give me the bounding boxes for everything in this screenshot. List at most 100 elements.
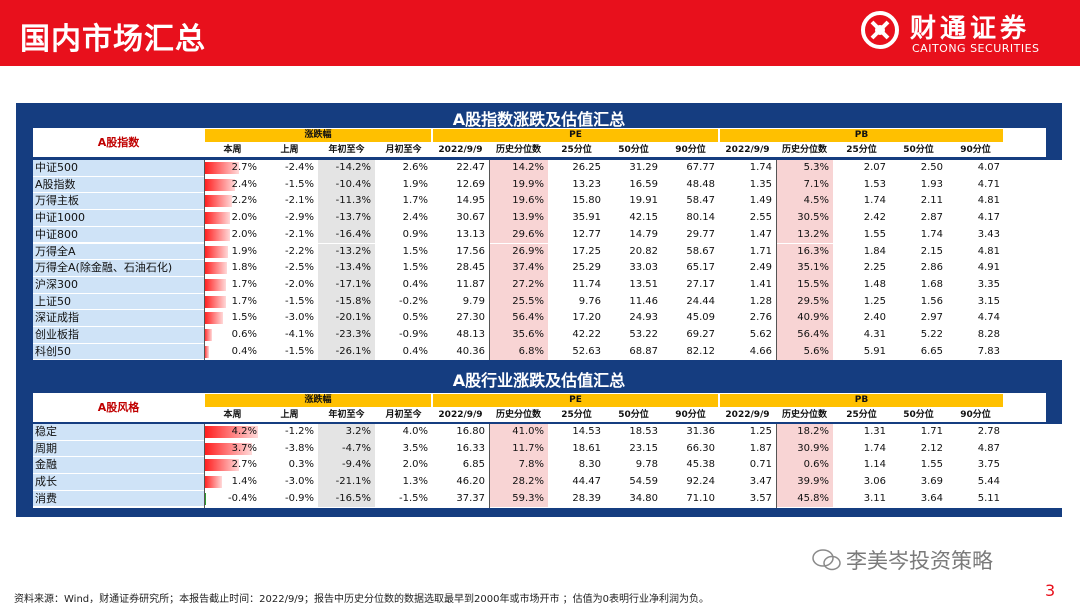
weekly-change-bar xyxy=(204,278,226,291)
table-cell: 11.87 xyxy=(456,278,485,290)
group-header-change: 涨跌幅 xyxy=(205,394,431,407)
table-cell: 3.35 xyxy=(977,278,1000,290)
table-cell: 39.9% xyxy=(776,474,833,491)
table-cell: 1.41 xyxy=(749,278,772,290)
table-cell: 3.64 xyxy=(920,492,943,504)
row-name: 金融 xyxy=(33,457,204,475)
table-cell: 2.6% xyxy=(402,162,428,173)
table-cell: 1.28 xyxy=(749,295,772,307)
table-cell: 12.69 xyxy=(456,178,485,190)
table-cell: 2.42 xyxy=(863,212,886,224)
table-cell: 3.57 xyxy=(749,492,772,504)
table-row: 消费 -0.4% -0.9% -16.5% -1.5% 37.37 59.3% 28.39 34… xyxy=(33,490,1062,508)
table-cell: 3.2% xyxy=(318,424,375,441)
table-cell: -2.0% xyxy=(284,278,314,290)
column-header: 90分位 xyxy=(675,145,706,155)
group-header-pb: PB xyxy=(720,129,1003,142)
table-cell: 4.5% xyxy=(776,193,833,211)
table-cell: 1.9% xyxy=(231,245,257,257)
column-divider xyxy=(776,424,777,508)
table-cell: 3.69 xyxy=(920,476,943,488)
table-cell: 24.93 xyxy=(629,312,658,324)
weekly-change-bar xyxy=(204,492,206,505)
table-cell: 45.38 xyxy=(686,459,715,471)
table-cell: 28.45 xyxy=(456,262,485,274)
table-cell: 1.55 xyxy=(920,459,943,471)
table-cell: 2.4% xyxy=(402,212,428,224)
row-name: 成长 xyxy=(33,474,204,491)
table-cell: 3.75 xyxy=(977,459,1000,471)
column-header: 50分位 xyxy=(618,410,649,420)
table-cell: 1.47 xyxy=(749,228,772,240)
table-cell: 0.4% xyxy=(231,345,257,357)
table-row: 深证成指 1.5% -3.0% -20.1% 0.5% 27.30 56.4% 17.20 24… xyxy=(33,310,1062,327)
group-header-pe: PE xyxy=(433,394,718,407)
column-header: 上周 xyxy=(280,410,299,420)
brand-name-en: CAITONG SECURITIES xyxy=(912,42,1040,55)
table-cell: 1.74 xyxy=(863,195,886,207)
table-cell: 4.71 xyxy=(977,178,1000,190)
table-cell: 7.8% xyxy=(489,457,548,475)
table-cell: 4.07 xyxy=(977,162,1000,173)
table-row: 沪深300 1.7% -2.0% -17.1% 0.4% 11.87 27.2% 11.74 1… xyxy=(33,276,1062,294)
table-cell: 1.93 xyxy=(920,178,943,190)
weekly-change-bar xyxy=(204,212,230,225)
table-cell: 2.0% xyxy=(231,228,257,240)
column-divider xyxy=(776,160,777,361)
table-cell: -1.5% xyxy=(284,295,314,307)
table-cell: 1.14 xyxy=(863,459,886,471)
table-cell: 0.71 xyxy=(749,459,772,471)
table-cell: 4.0% xyxy=(402,426,428,437)
table-cell: -0.9% xyxy=(284,492,314,504)
table-cell: 2.50 xyxy=(920,162,943,173)
table-cell: 37.4% xyxy=(489,260,548,277)
column-header: 月初至今 xyxy=(385,410,422,420)
table-cell: 5.6% xyxy=(776,343,833,361)
table-cell: -13.2% xyxy=(318,243,375,261)
table-cell: 1.5% xyxy=(402,245,428,257)
table-cell: -2.1% xyxy=(284,195,314,207)
table-cell: 3.47 xyxy=(749,476,772,488)
table-cell: 5.44 xyxy=(977,476,1000,488)
table-cell: 3.5% xyxy=(402,442,428,454)
table-cell: 1.74 xyxy=(863,442,886,454)
table-cell: -4.1% xyxy=(284,329,314,340)
row-name: 深证成指 xyxy=(33,310,204,327)
table-cell: 2.7% xyxy=(231,162,257,173)
table-cell: 65.17 xyxy=(686,262,715,274)
table-cell: 1.7% xyxy=(402,195,428,207)
table-cell: 14.79 xyxy=(629,228,658,240)
column-divider xyxy=(489,424,490,508)
column-header: 2022/9/9 xyxy=(725,145,770,155)
table-cell: 2.7% xyxy=(231,459,257,471)
table-cell: 16.80 xyxy=(456,426,485,437)
row-name: A股指数 xyxy=(33,176,204,194)
table-cell: 13.9% xyxy=(489,210,548,227)
row-name: 创业板指 xyxy=(33,327,204,344)
table-cell: 19.9% xyxy=(489,176,548,194)
table-cell: 20.82 xyxy=(629,245,658,257)
table-cell: 2.25 xyxy=(863,262,886,274)
table-cell: -2.5% xyxy=(284,262,314,274)
table-row: 万得全A 1.9% -2.2% -13.2% 1.5% 17.56 26.9% 17.25 20… xyxy=(33,243,1062,261)
table-cell: 9.78 xyxy=(635,459,658,471)
weekly-change-bar xyxy=(204,262,228,275)
table-row-label-header: A股风格 xyxy=(33,393,204,422)
table-row: 成长 1.4% -3.0% -21.1% 1.3% 46.20 28.2% 44.47 54.5… xyxy=(33,474,1062,491)
table-cell: 1.84 xyxy=(863,245,886,257)
weekly-change-bar xyxy=(204,245,229,258)
table-cell: 3.43 xyxy=(977,228,1000,240)
table-cell: -1.5% xyxy=(284,345,314,357)
table-cell: 1.35 xyxy=(749,178,772,190)
table-cell: 41.0% xyxy=(489,424,548,441)
column-divider xyxy=(489,160,490,361)
table-cell: 2.0% xyxy=(231,212,257,224)
table-cell: 40.36 xyxy=(456,345,485,357)
table-cell: 92.24 xyxy=(686,476,715,488)
table-cell: 26.9% xyxy=(489,243,548,261)
table-cell: 0.9% xyxy=(402,228,428,240)
table-cell: 5.22 xyxy=(920,329,943,340)
table-cell: -4.7% xyxy=(318,440,375,458)
table-row: 科创50 0.4% -1.5% -26.1% 0.4% 40.36 6.8% 52.63 68.… xyxy=(33,343,1062,361)
table-cell: 1.7% xyxy=(231,295,257,307)
